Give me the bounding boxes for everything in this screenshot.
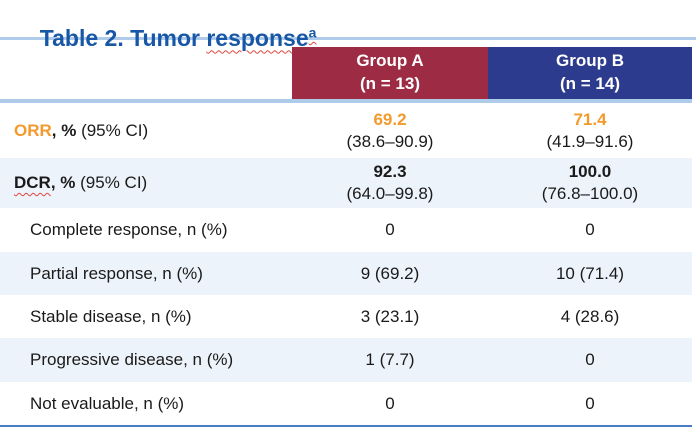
table-header-row: Group A (n = 13) Group B (n = 14) <box>0 47 692 99</box>
dcr-group-b-value: 100.0 <box>568 162 612 182</box>
orr-ci-note: (95% CI) <box>76 120 149 140</box>
orr-group-b-cell: 71.4 (41.9–91.6) <box>488 109 692 153</box>
dcr-group-a-ci: (64.0–99.8) <box>346 184 434 203</box>
table-row-orr: ORR, % (95% CI) 69.2 (38.6–90.9) 71.4 (4… <box>0 103 692 158</box>
header-group-b: Group B (n = 14) <box>488 47 692 99</box>
dcr-group-b-ci: (76.8–100.0) <box>541 184 639 203</box>
orr-group-a-ci: (38.6–90.9) <box>346 131 434 151</box>
dcr-ci-note: (95% CI) <box>75 173 148 192</box>
orr-group-a-cell: 69.2 (38.6–90.9) <box>292 109 488 153</box>
stable-disease-group-a: 3 (23.1) <box>360 306 420 326</box>
group-a-n: (n = 13) <box>360 74 420 93</box>
partial-response-group-a: 9 (69.2) <box>360 263 420 283</box>
header-spacer <box>0 47 292 99</box>
group-b-name: Group B <box>556 51 624 71</box>
orr-group-b-ci: (41.9–91.6) <box>546 131 634 151</box>
dcr-unit: , % <box>50 173 76 192</box>
orr-group-b-value: 71.4 <box>573 109 607 129</box>
dcr-group-b-cell: 100.0 (76.8–100.0) <box>488 161 692 205</box>
table-row-complete-response: Complete response, n (%) 0 0 <box>0 208 692 252</box>
row-label-orr: ORR, % (95% CI) <box>0 121 292 141</box>
tumor-response-table: Group A (n = 13) Group B (n = 14) ORR, %… <box>0 47 692 427</box>
group-a-name: Group A <box>356 51 424 71</box>
row-label: Complete response, n (%) <box>30 220 228 239</box>
not-evaluable-group-a: 0 <box>385 393 395 413</box>
complete-response-group-a: 0 <box>385 220 395 240</box>
progressive-disease-group-b: 0 <box>585 350 595 370</box>
table-row-dcr: DCR, % (95% CI) 92.3 (64.0–99.8) 100.0 (… <box>0 158 692 208</box>
dcr-abbreviation: DCR <box>14 173 51 192</box>
not-evaluable-group-b: 0 <box>585 393 595 413</box>
row-label: Partial response, n (%) <box>30 263 203 283</box>
row-label-dcr: DCR, % (95% CI) <box>0 173 292 193</box>
progressive-disease-group-a: 1 (7.7) <box>365 350 415 370</box>
table-bottom-border <box>0 425 692 427</box>
header-group-a: Group A (n = 13) <box>292 47 488 99</box>
row-label: Stable disease, n (%) <box>30 306 192 326</box>
table-row-stable-disease: Stable disease, n (%) 3 (23.1) 4 (28.6) <box>0 295 692 338</box>
row-label: Progressive disease, n (%) <box>30 350 234 369</box>
title-lead: Table 2. Tumor <box>39 24 207 51</box>
table-row-progressive-disease: Progressive disease, n (%) 1 (7.7) 0 <box>0 338 692 382</box>
stable-disease-group-b: 4 (28.6) <box>560 306 620 326</box>
row-label: Not evaluable, n (%) <box>30 393 185 413</box>
dcr-group-a-value: 92.3 <box>373 162 407 182</box>
complete-response-group-b: 0 <box>585 220 595 240</box>
page-title: Table 2. Tumor responsea <box>0 0 696 50</box>
title-footnote-marker: a <box>308 24 317 40</box>
title-text: Table 2. Tumor responsea <box>39 24 317 51</box>
title-misspelled-word: response <box>206 24 309 51</box>
orr-abbreviation: ORR <box>14 120 52 140</box>
table-row-partial-response: Partial response, n (%) 9 (69.2) 10 (71.… <box>0 252 692 295</box>
table-row-not-evaluable: Not evaluable, n (%) 0 0 <box>0 382 692 425</box>
partial-response-group-b: 10 (71.4) <box>555 263 625 283</box>
orr-unit: , % <box>51 120 77 140</box>
dcr-group-a-cell: 92.3 (64.0–99.8) <box>292 161 488 205</box>
title-divider <box>0 37 696 40</box>
header-divider <box>0 99 692 103</box>
group-b-n: (n = 14) <box>560 74 620 93</box>
orr-group-a-value: 69.2 <box>373 109 407 129</box>
